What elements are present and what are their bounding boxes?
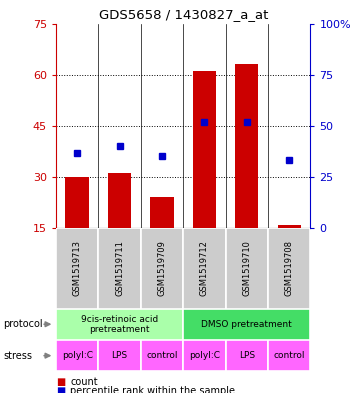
Bar: [183, 309, 310, 340]
Bar: [268, 228, 310, 309]
Bar: [235, 64, 258, 228]
Text: GSM1519709: GSM1519709: [157, 240, 166, 296]
Text: GSM1519710: GSM1519710: [242, 240, 251, 296]
Text: LPS: LPS: [239, 351, 255, 360]
Bar: [98, 228, 141, 309]
Text: GSM1519708: GSM1519708: [285, 240, 294, 296]
Bar: [268, 340, 310, 371]
Bar: [183, 228, 226, 309]
Text: count: count: [70, 377, 98, 387]
Bar: [98, 340, 141, 371]
Text: DMSO pretreatment: DMSO pretreatment: [201, 320, 292, 329]
Bar: [141, 228, 183, 309]
Text: ■: ■: [56, 377, 65, 387]
Bar: [150, 197, 174, 228]
Bar: [141, 340, 183, 371]
Bar: [226, 340, 268, 371]
Bar: [56, 340, 98, 371]
Text: GSM1519712: GSM1519712: [200, 240, 209, 296]
Text: polyI:C: polyI:C: [62, 351, 93, 360]
Bar: [56, 228, 98, 309]
Bar: [278, 224, 301, 228]
Title: GDS5658 / 1430827_a_at: GDS5658 / 1430827_a_at: [99, 8, 268, 21]
Text: GSM1519711: GSM1519711: [115, 240, 124, 296]
Text: 9cis-retinoic acid
pretreatment: 9cis-retinoic acid pretreatment: [81, 314, 158, 334]
Bar: [193, 71, 216, 228]
Text: stress: stress: [4, 351, 32, 361]
Bar: [65, 177, 89, 228]
Text: polyI:C: polyI:C: [189, 351, 220, 360]
Text: LPS: LPS: [112, 351, 128, 360]
Text: control: control: [146, 351, 178, 360]
Bar: [226, 228, 268, 309]
Bar: [108, 173, 131, 228]
Bar: [183, 340, 226, 371]
Text: percentile rank within the sample: percentile rank within the sample: [70, 386, 235, 393]
Text: ■: ■: [56, 386, 65, 393]
Text: protocol: protocol: [4, 319, 43, 329]
Text: GSM1519713: GSM1519713: [73, 240, 82, 296]
Bar: [56, 309, 183, 340]
Text: control: control: [274, 351, 305, 360]
